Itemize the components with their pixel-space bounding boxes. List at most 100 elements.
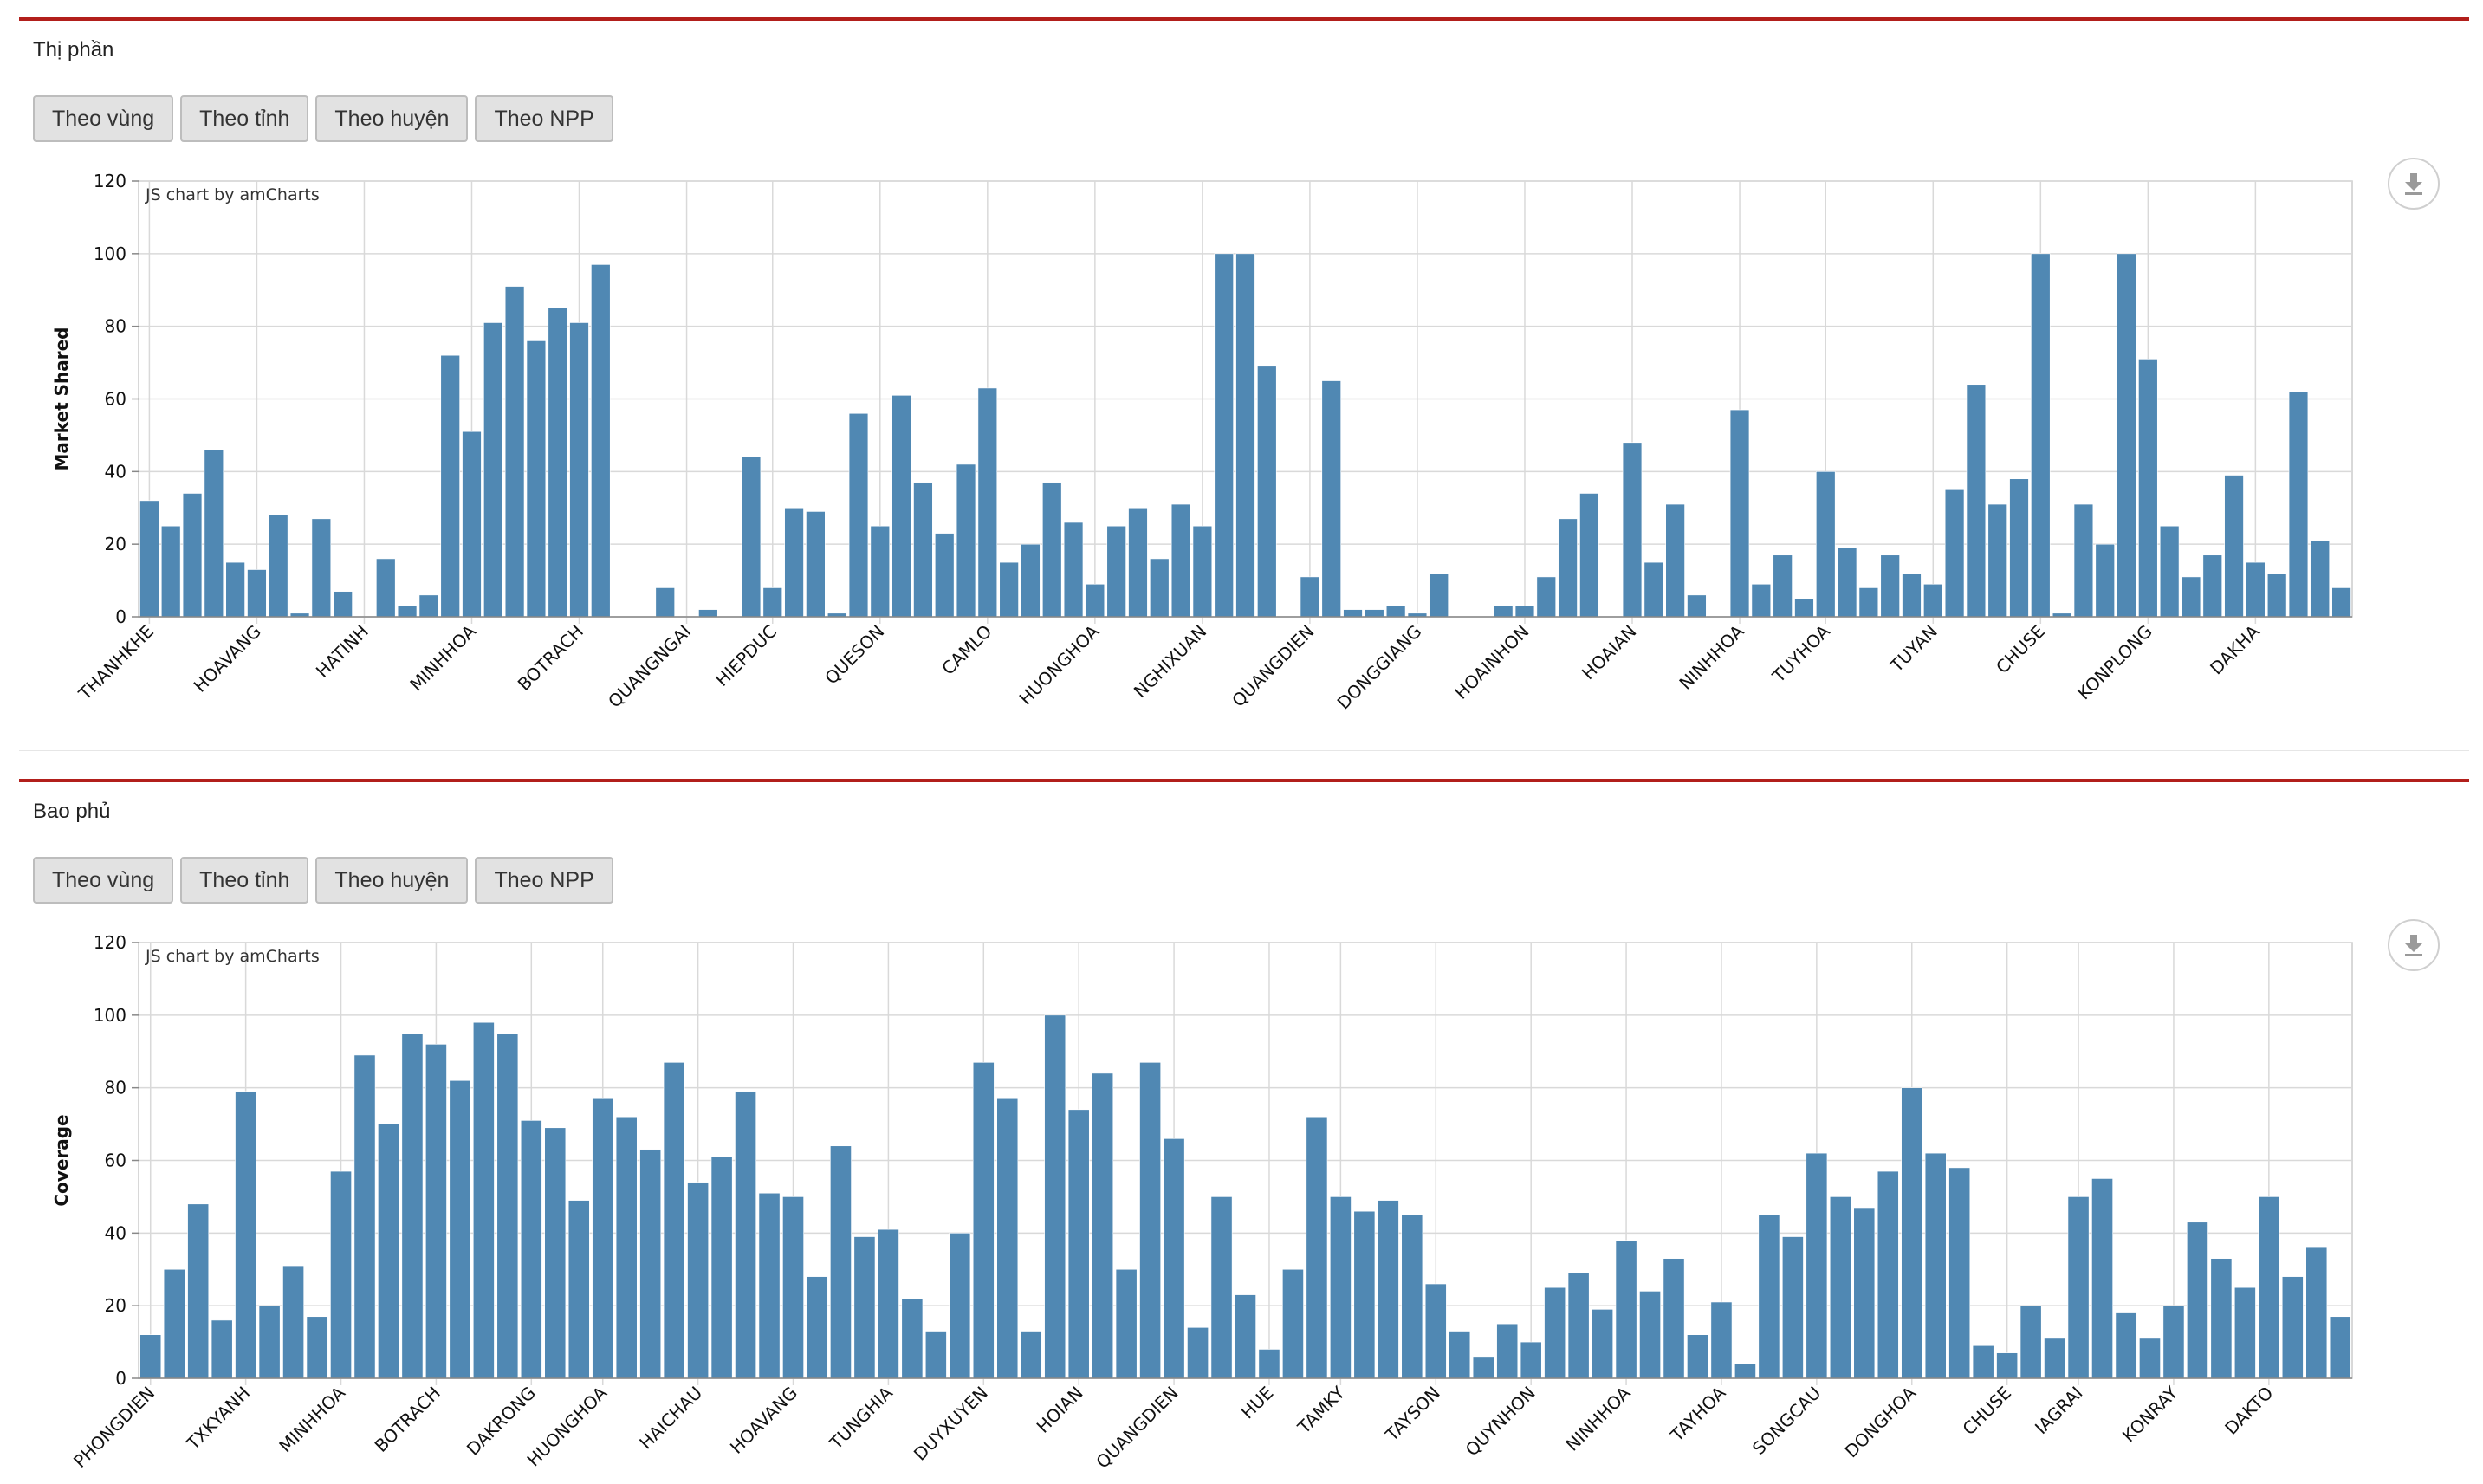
bar[interactable] <box>956 463 976 618</box>
bar[interactable] <box>1622 442 1643 618</box>
by-district-button[interactable]: Theo huyện <box>315 95 469 142</box>
export-button[interactable] <box>2388 158 2440 210</box>
bar[interactable] <box>2281 1276 2304 1379</box>
bar[interactable] <box>1536 576 1556 618</box>
bar[interactable] <box>1858 587 1879 618</box>
bar[interactable] <box>1781 1236 1804 1379</box>
bar[interactable] <box>1558 518 1578 618</box>
bar[interactable] <box>1710 1301 1733 1379</box>
bar[interactable] <box>472 1021 495 1379</box>
bar[interactable] <box>935 533 955 618</box>
bar[interactable] <box>1321 380 1341 618</box>
bar[interactable] <box>1377 1200 1399 1379</box>
bar[interactable] <box>615 1116 638 1379</box>
bar[interactable] <box>1902 573 1922 618</box>
bar[interactable] <box>2067 1196 2090 1379</box>
bar[interactable] <box>592 1098 614 1379</box>
bar[interactable] <box>1901 1087 1923 1379</box>
bar[interactable] <box>655 587 675 618</box>
bar[interactable] <box>1996 1352 2019 1379</box>
bar[interactable] <box>2117 253 2136 618</box>
bar[interactable] <box>1816 471 1836 618</box>
bar[interactable] <box>2095 543 2115 618</box>
bar[interactable] <box>698 609 718 618</box>
bar[interactable] <box>1424 1283 1447 1379</box>
bar[interactable] <box>2009 478 2029 618</box>
bar[interactable] <box>1042 482 1062 618</box>
bar[interactable] <box>710 1157 733 1379</box>
bar[interactable] <box>1139 1062 1161 1379</box>
bar[interactable] <box>282 1265 304 1379</box>
bar[interactable] <box>1643 561 1664 618</box>
bar[interactable] <box>520 1120 542 1379</box>
bar[interactable] <box>1972 1345 1994 1379</box>
bar[interactable] <box>2073 503 2094 618</box>
bar[interactable] <box>2044 1338 2065 1379</box>
bar[interactable] <box>1170 503 1191 618</box>
bar[interactable] <box>504 286 525 618</box>
bar[interactable] <box>891 395 911 618</box>
bar[interactable] <box>353 1054 376 1379</box>
bar[interactable] <box>1663 1258 1685 1379</box>
bar[interactable] <box>1353 1210 1376 1379</box>
bar[interactable] <box>1365 609 1384 618</box>
bar[interactable] <box>1592 1309 1613 1379</box>
bar[interactable] <box>1128 507 1148 618</box>
bar[interactable] <box>204 449 224 618</box>
bar[interactable] <box>483 322 503 618</box>
bar[interactable] <box>1192 525 1213 618</box>
by-province-button[interactable]: Theo tỉnh <box>180 857 309 904</box>
bar[interactable] <box>440 354 460 618</box>
bar[interactable] <box>784 507 804 618</box>
bar[interactable] <box>1449 1331 1471 1379</box>
bar[interactable] <box>2162 1305 2185 1379</box>
bar[interactable] <box>1258 1349 1280 1379</box>
bar[interactable] <box>462 431 482 618</box>
bar[interactable] <box>2329 1316 2351 1379</box>
bar[interactable] <box>735 1091 756 1379</box>
bar[interactable] <box>1924 1152 1947 1379</box>
bar[interactable] <box>1794 598 1814 618</box>
bar[interactable] <box>1665 503 1685 618</box>
bar[interactable] <box>163 1268 185 1379</box>
bar[interactable] <box>1429 573 1449 618</box>
bar[interactable] <box>639 1149 662 1379</box>
bar[interactable] <box>548 308 567 618</box>
bar[interactable] <box>870 525 891 618</box>
bar[interactable] <box>1401 1215 1423 1379</box>
bar[interactable] <box>1687 594 1707 618</box>
bar[interactable] <box>1615 1240 1637 1379</box>
bar[interactable] <box>1987 503 2007 618</box>
by-distributor-button[interactable]: Theo NPP <box>475 857 613 904</box>
bar[interactable] <box>2181 576 2201 618</box>
by-region-button[interactable]: Theo vùng <box>33 857 174 904</box>
bar[interactable] <box>2115 1312 2137 1379</box>
bar[interactable] <box>1729 409 1750 618</box>
bar[interactable] <box>1115 1268 1138 1379</box>
bar[interactable] <box>999 561 1019 618</box>
bar[interactable] <box>2305 1247 2328 1379</box>
bar[interactable] <box>972 1062 995 1379</box>
bar[interactable] <box>139 1334 162 1379</box>
bar[interactable] <box>830 1145 852 1379</box>
bar[interactable] <box>1044 1014 1066 1379</box>
bar[interactable] <box>2258 1196 2280 1379</box>
bar[interactable] <box>1020 1331 1042 1379</box>
bar[interactable] <box>1343 609 1363 618</box>
bar[interactable] <box>1758 1215 1780 1379</box>
export-button[interactable] <box>2388 919 2440 971</box>
bar[interactable] <box>567 1200 590 1379</box>
bar[interactable] <box>806 1276 828 1379</box>
bar[interactable] <box>401 1033 424 1379</box>
bar[interactable] <box>996 1098 1019 1379</box>
bar[interactable] <box>1214 253 1234 618</box>
bar[interactable] <box>1520 1341 1542 1379</box>
by-district-button[interactable]: Theo huyện <box>315 857 469 904</box>
bar[interactable] <box>182 493 203 618</box>
bar[interactable] <box>1063 522 1084 618</box>
bar[interactable] <box>1734 1363 1756 1379</box>
bar[interactable] <box>569 322 589 618</box>
bar[interactable] <box>2019 1305 2042 1379</box>
bar[interactable] <box>2187 1222 2208 1379</box>
bar[interactable] <box>1944 489 1965 618</box>
